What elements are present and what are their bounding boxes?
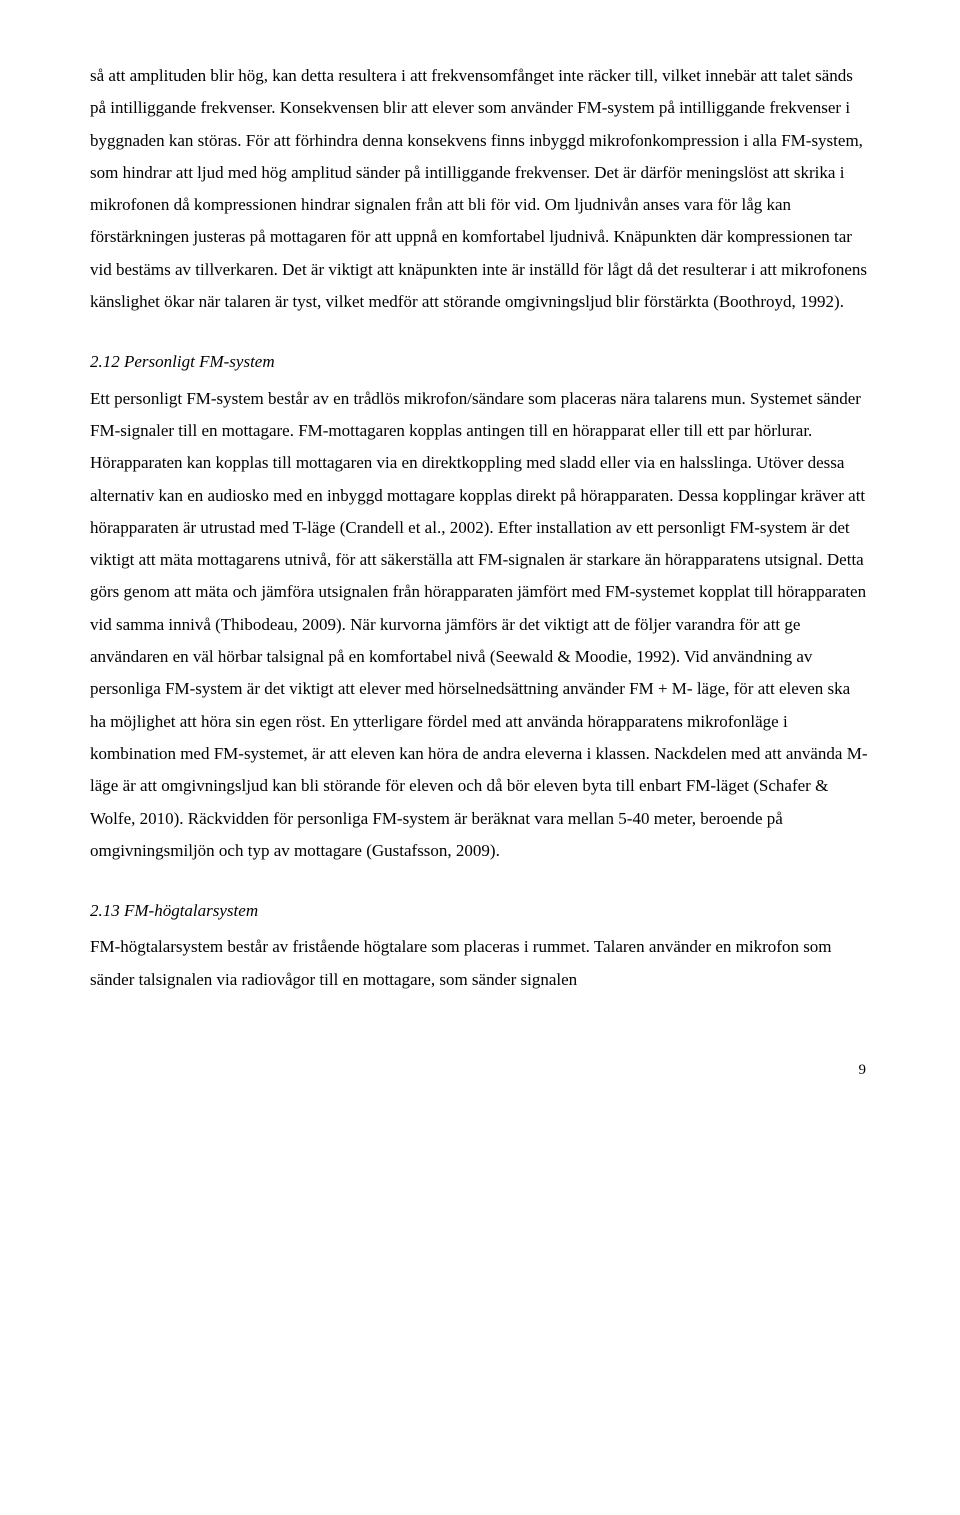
body-paragraph-3: FM-högtalarsystem består av fristående h…	[90, 931, 870, 996]
page-number: 9	[90, 1056, 870, 1085]
body-paragraph-1: så att amplituden blir hög, kan detta re…	[90, 60, 870, 318]
body-paragraph-2: Ett personligt FM-system består av en tr…	[90, 383, 870, 867]
section-heading-2-12: 2.12 Personligt FM-system	[90, 346, 870, 378]
section-heading-2-13: 2.13 FM-högtalarsystem	[90, 895, 870, 927]
